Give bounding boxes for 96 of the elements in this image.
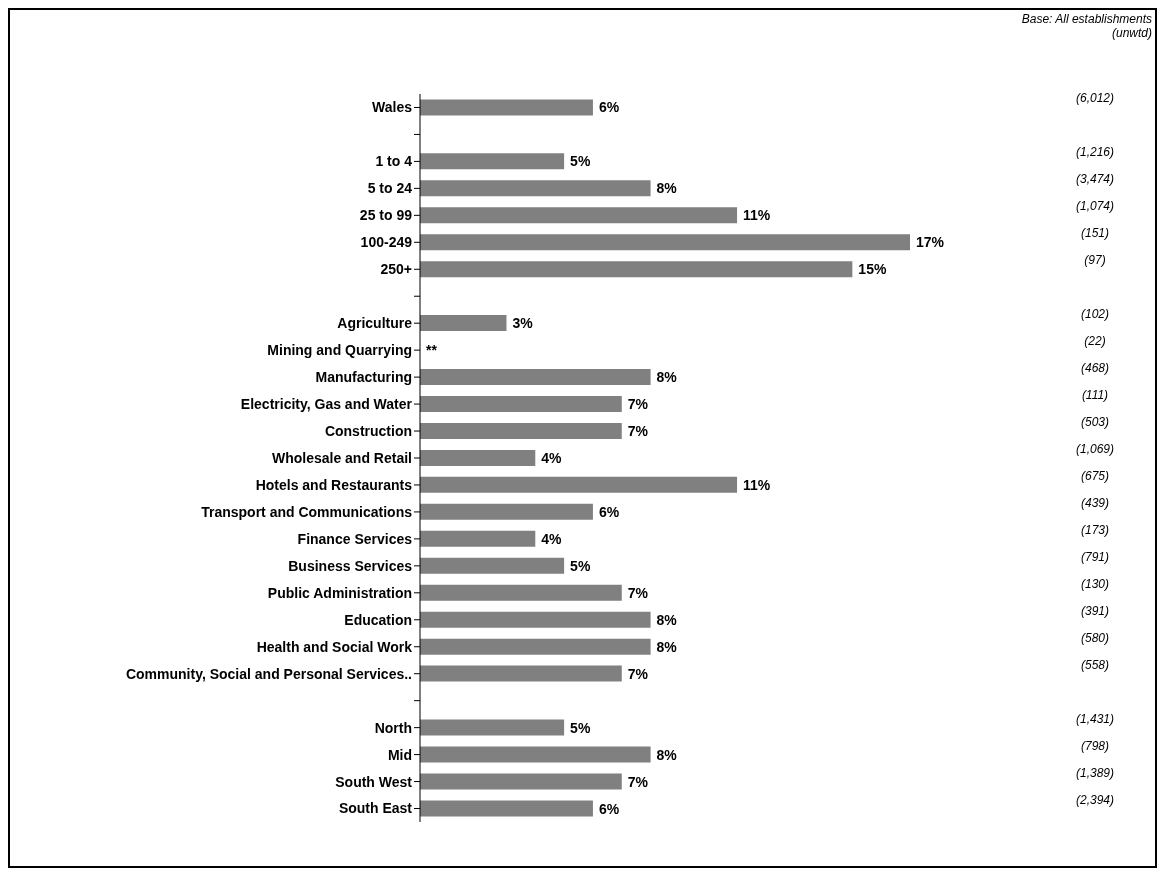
data-label: 8% <box>656 368 677 387</box>
text: (173) <box>1080 522 1110 537</box>
data-label: 6% <box>598 799 620 818</box>
text: (675) <box>1080 468 1110 483</box>
bar <box>420 773 622 790</box>
text: (503) <box>1080 415 1110 430</box>
bar <box>420 665 622 682</box>
text: (468) <box>1080 361 1110 376</box>
text: (580) <box>1080 630 1110 645</box>
text: (2,394) <box>1075 792 1115 807</box>
y-tick-label: Mining and Quarrying <box>267 342 412 359</box>
bar <box>420 315 507 332</box>
bar <box>420 422 622 439</box>
data-label: 4% <box>541 449 562 467</box>
bar <box>420 395 622 412</box>
bar <box>420 638 651 655</box>
data-label: 15% <box>858 260 887 279</box>
text: (558) <box>1080 657 1110 672</box>
data-label: 7% <box>627 422 648 441</box>
bar <box>420 476 738 493</box>
data-label: 7% <box>627 772 648 791</box>
y-tick-label: North <box>374 719 412 736</box>
data-label: 17% <box>916 233 945 252</box>
y-tick-label: Agriculture <box>337 315 413 332</box>
text: (102) <box>1080 307 1110 322</box>
bar <box>420 449 536 466</box>
text: (791) <box>1080 549 1110 564</box>
text: (391) <box>1080 603 1110 618</box>
data-label: 5% <box>570 556 591 575</box>
y-tick-label: Construction <box>324 423 412 440</box>
bar <box>420 234 910 251</box>
y-tick-label: Wholesale and Retail <box>271 449 412 466</box>
y-tick-label: Finance Services <box>297 530 413 547</box>
data-label: 8% <box>656 179 677 198</box>
bar <box>420 99 593 116</box>
text: (97) <box>1083 253 1107 268</box>
bar <box>420 180 651 197</box>
data-label: 7% <box>627 395 648 414</box>
y-tick-label: 1 to 4 <box>375 153 413 170</box>
text: Base: All establishments (unwtd) <box>1020 12 1152 40</box>
text: (1,069) <box>1075 442 1115 456</box>
data-label: 4% <box>541 529 562 548</box>
bar <box>420 746 651 763</box>
y-tick-label: South West <box>335 773 413 790</box>
text: (111) <box>1080 388 1110 403</box>
text: (1,216) <box>1075 145 1115 160</box>
bar <box>420 800 593 817</box>
data-label: 7% <box>627 583 648 602</box>
data-label: 11% <box>743 206 771 225</box>
bar <box>420 557 565 574</box>
text: (22) <box>1083 334 1107 349</box>
bar <box>420 719 565 736</box>
text: (130) <box>1080 576 1110 591</box>
data-label: 6% <box>598 98 620 117</box>
text: (1,431) <box>1075 711 1115 726</box>
data-label: 8% <box>656 637 677 656</box>
y-tick-label: Education <box>344 611 412 628</box>
bar <box>420 261 853 278</box>
y-tick-label: Community, Social and Personal Services.. <box>125 665 412 682</box>
y-tick-label: Electricity, Gas and Water <box>240 396 413 413</box>
y-tick-label: South East <box>338 800 413 817</box>
y-tick-label: Mid <box>387 746 412 763</box>
text: (1,389) <box>1075 765 1115 780</box>
bar <box>420 530 536 547</box>
y-tick-label: 100-249 <box>360 234 413 251</box>
bar <box>420 584 622 601</box>
y-tick-label: Wales <box>372 99 413 116</box>
y-tick-label: Health and Social Work <box>256 638 413 655</box>
y-tick-label: Transport and Communications <box>201 503 413 520</box>
text: ** <box>426 342 437 359</box>
y-tick-label: Business Services <box>288 557 413 574</box>
y-tick-label: Public Administration <box>267 584 412 601</box>
data-label: 8% <box>656 610 677 629</box>
y-tick-label: 25 to 99 <box>359 207 413 224</box>
bar <box>420 369 651 386</box>
text: (439) <box>1080 495 1110 510</box>
text: (1,074) <box>1075 199 1115 214</box>
data-label: 5% <box>570 152 591 171</box>
data-label: 8% <box>656 745 677 764</box>
y-tick-label: Hotels and Restaurants <box>255 476 413 493</box>
text: (151) <box>1080 226 1110 241</box>
y-tick-label: Manufacturing <box>315 369 412 386</box>
data-label: 7% <box>627 664 648 683</box>
text: (3,474) <box>1075 172 1115 187</box>
bar <box>420 207 738 224</box>
y-tick-label: 5 to 24 <box>367 180 413 197</box>
bar <box>420 611 651 628</box>
data-label: 5% <box>570 718 591 737</box>
bar <box>420 503 593 520</box>
text: (6,012) <box>1075 91 1115 106</box>
data-label: 11% <box>743 475 771 494</box>
bar <box>420 153 565 170</box>
y-tick-label: 250+ <box>380 261 412 278</box>
text: (798) <box>1080 738 1110 753</box>
data-label: 6% <box>598 502 620 521</box>
data-label: 3% <box>512 314 533 333</box>
